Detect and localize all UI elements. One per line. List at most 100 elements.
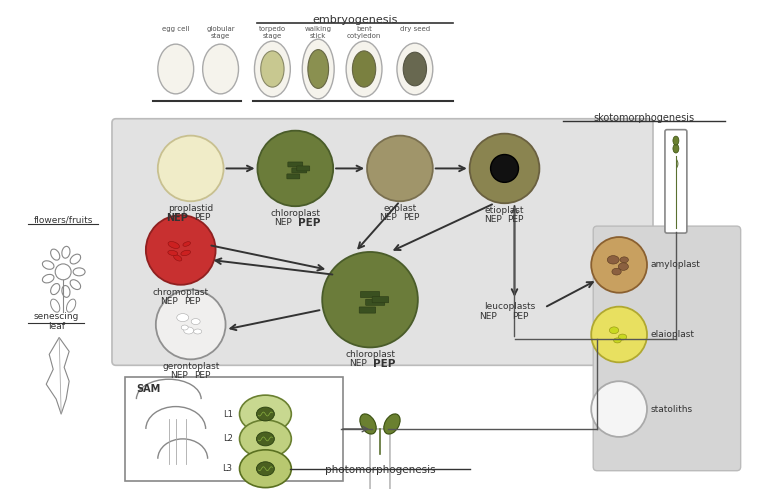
FancyBboxPatch shape xyxy=(665,130,687,233)
Ellipse shape xyxy=(384,414,400,434)
Ellipse shape xyxy=(183,242,190,246)
Text: egg cell: egg cell xyxy=(162,26,190,32)
Circle shape xyxy=(55,264,71,280)
Ellipse shape xyxy=(177,314,189,321)
Ellipse shape xyxy=(256,462,274,476)
Text: NEP: NEP xyxy=(274,218,293,227)
Ellipse shape xyxy=(168,242,180,248)
FancyBboxPatch shape xyxy=(292,168,307,173)
FancyBboxPatch shape xyxy=(361,292,380,297)
Ellipse shape xyxy=(609,327,619,334)
Text: elaioplast: elaioplast xyxy=(651,330,695,339)
Text: eoplast: eoplast xyxy=(384,204,417,213)
Ellipse shape xyxy=(591,237,647,293)
Text: PEP: PEP xyxy=(508,215,524,224)
Text: walking
stick: walking stick xyxy=(305,26,332,39)
Ellipse shape xyxy=(261,51,284,87)
Text: torpedo
stage: torpedo stage xyxy=(258,26,286,39)
Ellipse shape xyxy=(470,134,540,203)
Ellipse shape xyxy=(168,250,177,256)
Text: PEP: PEP xyxy=(194,213,210,222)
Ellipse shape xyxy=(191,318,200,324)
Ellipse shape xyxy=(174,255,182,261)
Text: PEP: PEP xyxy=(373,359,396,369)
Text: chloroplast: chloroplast xyxy=(345,350,395,359)
Text: embryogenesis: embryogenesis xyxy=(312,15,398,25)
Ellipse shape xyxy=(202,44,239,94)
FancyBboxPatch shape xyxy=(372,296,389,303)
Ellipse shape xyxy=(258,131,334,206)
Text: statoliths: statoliths xyxy=(651,405,693,414)
Ellipse shape xyxy=(619,334,627,340)
Text: etioplast: etioplast xyxy=(485,206,525,215)
Ellipse shape xyxy=(403,52,427,86)
Ellipse shape xyxy=(70,280,80,290)
Text: L2: L2 xyxy=(223,435,233,443)
Text: NEP: NEP xyxy=(479,312,496,320)
Ellipse shape xyxy=(673,136,679,145)
Text: PEP: PEP xyxy=(194,371,210,380)
Ellipse shape xyxy=(614,338,622,343)
Ellipse shape xyxy=(158,136,224,201)
Ellipse shape xyxy=(73,268,85,276)
Ellipse shape xyxy=(360,414,376,434)
Text: PEP: PEP xyxy=(183,297,200,306)
Text: PEP: PEP xyxy=(299,218,321,228)
Text: NEP: NEP xyxy=(379,213,397,222)
FancyBboxPatch shape xyxy=(359,307,376,313)
Ellipse shape xyxy=(607,256,619,264)
Text: L1: L1 xyxy=(223,410,233,418)
Text: globular
stage: globular stage xyxy=(206,26,235,39)
Ellipse shape xyxy=(51,249,60,260)
Text: gerontoplast: gerontoplast xyxy=(162,362,219,371)
Ellipse shape xyxy=(51,284,60,294)
Text: NEP: NEP xyxy=(484,215,502,224)
Ellipse shape xyxy=(612,268,622,275)
Ellipse shape xyxy=(62,286,70,297)
Ellipse shape xyxy=(42,261,54,270)
Text: flowers/fruits: flowers/fruits xyxy=(33,215,92,224)
Text: L3: L3 xyxy=(223,464,233,473)
Ellipse shape xyxy=(308,49,328,88)
FancyBboxPatch shape xyxy=(288,162,302,167)
Ellipse shape xyxy=(620,257,628,263)
FancyBboxPatch shape xyxy=(594,226,741,471)
Ellipse shape xyxy=(70,254,80,264)
Ellipse shape xyxy=(240,450,291,488)
Ellipse shape xyxy=(158,44,194,94)
Text: NEP: NEP xyxy=(170,371,188,380)
Text: NEP: NEP xyxy=(166,213,188,223)
Ellipse shape xyxy=(397,43,433,95)
Ellipse shape xyxy=(67,299,76,312)
Ellipse shape xyxy=(673,144,679,153)
Ellipse shape xyxy=(194,329,202,334)
Text: leucoplasts: leucoplasts xyxy=(484,302,535,311)
Ellipse shape xyxy=(591,307,647,362)
Text: photomorphogenesis: photomorphogenesis xyxy=(324,465,435,475)
Ellipse shape xyxy=(240,420,291,458)
Text: senescing
leaf: senescing leaf xyxy=(33,312,79,331)
Text: NEP: NEP xyxy=(160,297,177,306)
FancyBboxPatch shape xyxy=(112,119,653,366)
Ellipse shape xyxy=(256,407,274,421)
FancyBboxPatch shape xyxy=(297,166,310,171)
Text: skotomorphogenesis: skotomorphogenesis xyxy=(594,113,694,123)
Ellipse shape xyxy=(146,215,215,285)
Ellipse shape xyxy=(367,136,433,201)
Text: PEP: PEP xyxy=(403,213,419,222)
Ellipse shape xyxy=(591,381,647,437)
Ellipse shape xyxy=(302,39,334,99)
FancyBboxPatch shape xyxy=(125,377,343,481)
FancyBboxPatch shape xyxy=(365,299,385,305)
Circle shape xyxy=(490,154,518,182)
Ellipse shape xyxy=(619,263,628,270)
Ellipse shape xyxy=(181,250,190,256)
Text: ): ) xyxy=(674,158,678,169)
FancyBboxPatch shape xyxy=(370,429,390,490)
Ellipse shape xyxy=(42,274,54,283)
Text: dry seed: dry seed xyxy=(399,26,430,32)
Ellipse shape xyxy=(240,395,291,433)
Text: chromoplast: chromoplast xyxy=(152,288,208,297)
Text: chloroplast: chloroplast xyxy=(271,209,321,218)
Text: NEP: NEP xyxy=(349,359,367,368)
